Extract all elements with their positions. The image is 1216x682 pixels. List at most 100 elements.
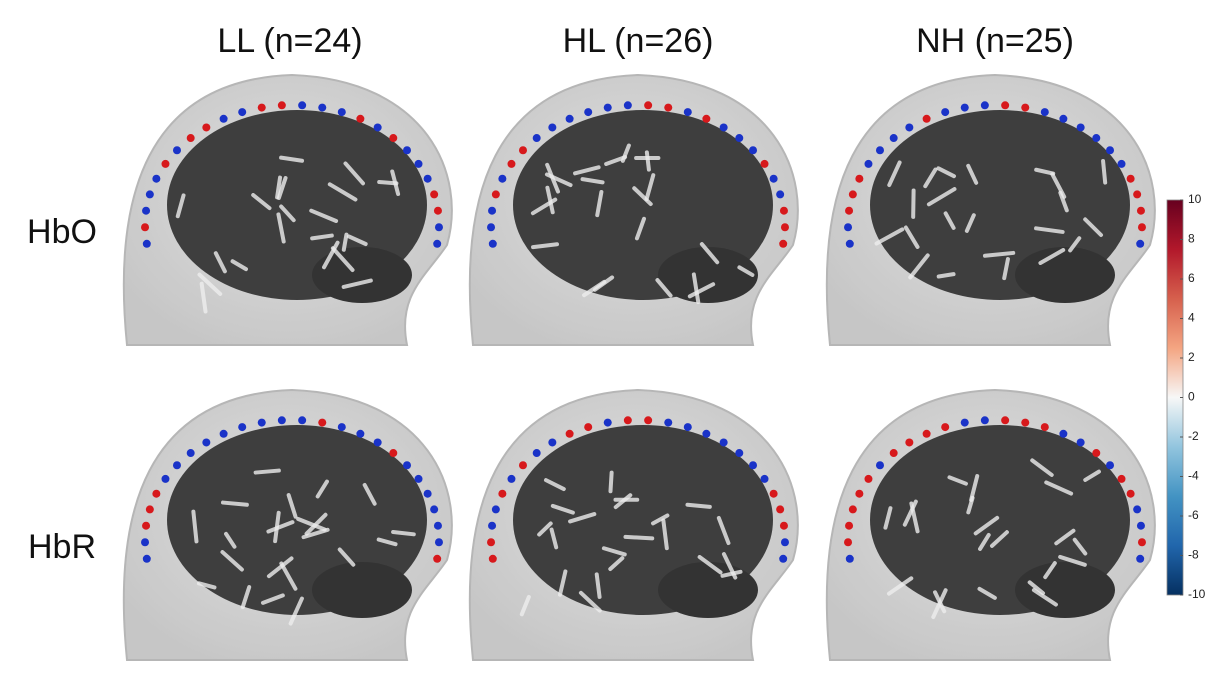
colorbar-tick-label: 4 bbox=[1188, 311, 1195, 325]
optode bbox=[141, 538, 150, 547]
optode bbox=[1040, 423, 1049, 432]
optode bbox=[844, 223, 853, 232]
channel bbox=[260, 593, 285, 605]
channel bbox=[1068, 236, 1082, 253]
channel bbox=[309, 208, 339, 223]
optode bbox=[318, 418, 327, 427]
channel bbox=[902, 499, 918, 527]
optode bbox=[1136, 206, 1145, 215]
optode bbox=[491, 190, 500, 199]
optode bbox=[702, 114, 711, 123]
colorbar-tick-label: -4 bbox=[1188, 469, 1199, 483]
optode bbox=[1126, 489, 1135, 498]
channel bbox=[1034, 226, 1065, 234]
optode bbox=[735, 134, 744, 143]
optode bbox=[1136, 554, 1145, 563]
optode bbox=[1106, 461, 1115, 470]
channel bbox=[943, 211, 956, 230]
optode bbox=[584, 108, 593, 117]
optode bbox=[769, 174, 778, 183]
optode bbox=[152, 174, 161, 183]
channel bbox=[1034, 167, 1056, 176]
channel bbox=[580, 177, 605, 185]
channel bbox=[982, 250, 1016, 258]
channel bbox=[304, 512, 328, 536]
channel bbox=[568, 512, 597, 524]
channel bbox=[903, 225, 920, 249]
optode bbox=[373, 123, 382, 132]
optode bbox=[1021, 418, 1030, 427]
optode bbox=[735, 449, 744, 458]
column-title: HL (n=26) bbox=[563, 22, 714, 60]
channel bbox=[594, 572, 602, 599]
optode bbox=[1137, 223, 1146, 232]
optode bbox=[980, 101, 989, 110]
optode bbox=[845, 554, 854, 563]
optode bbox=[1092, 449, 1101, 458]
optode bbox=[257, 418, 266, 427]
channel bbox=[1050, 172, 1067, 199]
channel bbox=[1030, 458, 1054, 477]
channel bbox=[608, 470, 614, 494]
channel bbox=[330, 246, 355, 273]
channel bbox=[545, 185, 555, 215]
optode bbox=[683, 423, 692, 432]
optode bbox=[845, 521, 854, 530]
optode bbox=[219, 429, 228, 438]
optode bbox=[848, 505, 857, 514]
channel bbox=[550, 503, 575, 515]
column-title: NH (n=25) bbox=[916, 22, 1074, 60]
optode bbox=[161, 159, 170, 168]
cerebellum bbox=[658, 247, 758, 303]
optode bbox=[238, 423, 247, 432]
channel bbox=[969, 474, 980, 502]
row-label: HbR bbox=[28, 528, 96, 566]
channel bbox=[608, 556, 625, 572]
channel bbox=[887, 160, 902, 188]
channel bbox=[315, 479, 329, 499]
optode bbox=[1106, 146, 1115, 155]
optode bbox=[337, 108, 346, 117]
colorbar-tick-label: 10 bbox=[1188, 192, 1202, 206]
optode bbox=[889, 449, 898, 458]
head-panel bbox=[468, 73, 799, 346]
optode bbox=[498, 489, 507, 498]
optode bbox=[142, 554, 151, 563]
channel bbox=[253, 468, 281, 475]
channel bbox=[573, 165, 601, 176]
colorbar-tick-label: -8 bbox=[1188, 548, 1199, 562]
optode bbox=[644, 101, 653, 110]
channel bbox=[230, 259, 248, 272]
optode bbox=[389, 449, 398, 458]
optode bbox=[389, 134, 398, 143]
channel bbox=[620, 143, 631, 163]
optode bbox=[518, 461, 527, 470]
optode bbox=[980, 416, 989, 425]
optode bbox=[779, 554, 788, 563]
channel bbox=[391, 530, 416, 537]
optode bbox=[298, 416, 307, 425]
optode bbox=[238, 108, 247, 117]
channel bbox=[737, 265, 755, 277]
channel bbox=[341, 232, 349, 252]
channel bbox=[978, 532, 991, 551]
optode bbox=[337, 423, 346, 432]
channel bbox=[341, 278, 373, 289]
optode bbox=[487, 223, 496, 232]
channel bbox=[557, 569, 568, 597]
row-label: HbO bbox=[27, 213, 97, 251]
channel bbox=[687, 282, 716, 299]
optode bbox=[848, 190, 857, 199]
channel bbox=[1058, 554, 1087, 567]
channel bbox=[531, 242, 560, 250]
colorbar-tick-label: -10 bbox=[1188, 587, 1206, 601]
cerebellum bbox=[1015, 247, 1115, 303]
optode bbox=[623, 101, 632, 110]
optode bbox=[780, 223, 789, 232]
head-panel bbox=[122, 73, 453, 346]
optode bbox=[664, 418, 673, 427]
optode bbox=[172, 146, 181, 155]
channel bbox=[197, 272, 223, 296]
channel bbox=[936, 272, 956, 279]
channel bbox=[275, 175, 283, 200]
